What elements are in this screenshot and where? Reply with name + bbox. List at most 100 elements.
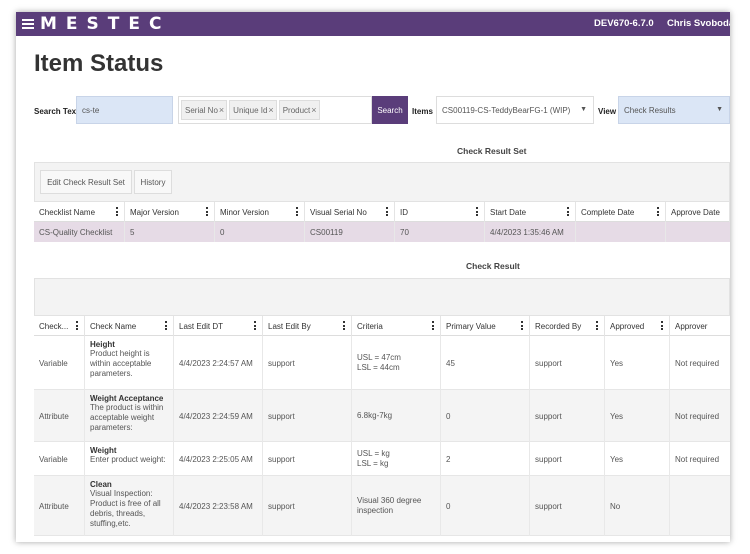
menu-icon[interactable] (22, 19, 34, 29)
check-result-header: Check... Check Name Last Edit DT Last Ed… (34, 316, 730, 336)
view-select[interactable]: Check Results ▼ (618, 96, 730, 124)
cell-recorded-by: support (530, 390, 605, 442)
search-fields-chips[interactable]: Serial No × Unique Id × Product × (178, 96, 372, 124)
chip-unique-id[interactable]: Unique Id × (229, 100, 277, 120)
column-menu-icon[interactable] (567, 207, 569, 218)
column-menu-icon[interactable] (116, 207, 118, 218)
cell-criteria: Visual 360 degree inspection (352, 476, 441, 536)
search-input[interactable]: cs-te (76, 96, 173, 124)
cell-minor-version: 0 (215, 222, 305, 242)
column-menu-icon[interactable] (657, 207, 659, 218)
col-last-edit-by[interactable]: Last Edit By (263, 316, 352, 336)
cell-check-type: Variable (34, 442, 85, 476)
col-minor-version[interactable]: Minor Version (215, 202, 305, 222)
cell-major-version: 5 (125, 222, 215, 242)
cell-last-edit-by: support (263, 336, 352, 390)
cell-approver: Not required (675, 358, 720, 368)
history-button[interactable]: History (134, 170, 172, 194)
cell-recorded-by: support (530, 336, 605, 390)
cell-approver: Not required (675, 411, 720, 421)
cell-recorded-by: support (530, 442, 605, 476)
items-select[interactable]: CS00119-CS-TeddyBearFG-1 (WIP) ▼ (436, 96, 594, 124)
col-approved[interactable]: Approved (605, 316, 670, 336)
close-icon[interactable]: × (268, 105, 274, 115)
brand-logo: MESTEC (40, 14, 171, 34)
table-row[interactable]: Variable Weight Enter product weight: 4/… (34, 442, 730, 476)
app-window: MESTEC DEV670-6.7.0 Chris Svoboda Item S… (16, 12, 730, 542)
column-menu-icon[interactable] (661, 321, 663, 332)
column-menu-icon[interactable] (596, 321, 598, 332)
view-label: View (598, 107, 617, 116)
cell-last-edit-dt: 4/4/2023 2:24:57 AM (174, 336, 263, 390)
column-menu-icon[interactable] (432, 321, 434, 332)
col-approver[interactable]: Approver (675, 321, 708, 331)
cell-check-type: Attribute (34, 476, 85, 536)
cell-last-edit-by: support (263, 476, 352, 536)
cell-approver: Not required (675, 454, 720, 464)
col-check-type[interactable]: Check... (34, 316, 85, 336)
chevron-down-icon: ▼ (580, 106, 587, 113)
column-menu-icon[interactable] (521, 321, 523, 332)
cell-approver (670, 476, 730, 536)
cell-last-edit-by: support (263, 390, 352, 442)
close-icon[interactable]: × (311, 105, 317, 115)
col-approve-date[interactable]: Approve Date (666, 202, 730, 222)
col-visual-serial-no[interactable]: Visual Serial No (305, 202, 395, 222)
cell-criteria: USL = 47cm LSL = 44cm (352, 336, 441, 390)
page-title: Item Status (34, 50, 164, 77)
chevron-down-icon: ▼ (716, 106, 723, 113)
col-last-edit-dt[interactable]: Last Edit DT (174, 316, 263, 336)
check-result-set-title: Check Result Set (457, 146, 527, 156)
column-menu-icon[interactable] (343, 321, 345, 332)
search-button[interactable]: Search (372, 96, 408, 124)
col-start-date[interactable]: Start Date (485, 202, 576, 222)
cell-visual-serial-no: CS00119 (305, 222, 395, 242)
col-recorded-by[interactable]: Recorded By (530, 316, 605, 336)
col-primary-value[interactable]: Primary Value (441, 316, 530, 336)
cell-last-edit-dt: 4/4/2023 2:24:59 AM (174, 390, 263, 442)
cell-primary-value: 45 (441, 336, 530, 390)
col-major-version[interactable]: Major Version (125, 202, 215, 222)
col-check-name[interactable]: Check Name (85, 316, 174, 336)
check-result-set-header: Checklist Name Major Version Minor Versi… (34, 202, 730, 222)
cell-approved: No (605, 476, 670, 536)
column-menu-icon[interactable] (296, 207, 298, 218)
check-result-title: Check Result (466, 261, 520, 271)
cell-approved: Yes (605, 390, 670, 442)
cell-last-edit-dt: 4/4/2023 2:25:05 AM (174, 442, 263, 476)
cell-approved: Yes (605, 442, 670, 476)
col-complete-date[interactable]: Complete Date (576, 202, 666, 222)
column-menu-icon[interactable] (165, 321, 167, 332)
table-row[interactable]: Attribute Weight Acceptance The product … (34, 390, 730, 442)
cell-primary-value: 2 (441, 442, 530, 476)
chip-serial-no[interactable]: Serial No × (181, 100, 228, 120)
chip-product[interactable]: Product × (278, 100, 320, 120)
cell-approved: Yes (605, 336, 670, 390)
cell-checklist-name: CS-Quality Checklist (34, 222, 125, 242)
cell-primary-value: 0 (441, 476, 530, 536)
close-icon[interactable]: × (218, 105, 225, 115)
cell-primary-value: 0 (441, 390, 530, 442)
col-criteria[interactable]: Criteria (352, 316, 441, 336)
table-row[interactable]: Attribute Clean Visual Inspection: Produ… (34, 476, 730, 536)
environment-label: DEV670-6.7.0 (594, 18, 654, 29)
column-menu-icon[interactable] (476, 207, 478, 218)
top-bar: MESTEC DEV670-6.7.0 Chris Svoboda (16, 12, 730, 36)
user-name[interactable]: Chris Svoboda (667, 18, 730, 29)
column-menu-icon[interactable] (386, 207, 388, 218)
check-result-toolbar (34, 278, 730, 316)
table-row[interactable]: CS-Quality Checklist 5 0 CS00119 70 4/4/… (34, 222, 730, 242)
cell-check-name: Height Product height is within acceptab… (85, 336, 174, 390)
search-text-label: Search Text (34, 107, 79, 116)
cell-last-edit-dt: 4/4/2023 2:23:58 AM (174, 476, 263, 536)
column-menu-icon[interactable] (76, 321, 78, 332)
cell-check-type: Attribute (34, 390, 85, 442)
column-menu-icon[interactable] (254, 321, 256, 332)
edit-check-result-set-button[interactable]: Edit Check Result Set (40, 170, 132, 194)
column-menu-icon[interactable] (206, 207, 208, 218)
table-row[interactable]: Variable Height Product height is within… (34, 336, 730, 390)
col-checklist-name[interactable]: Checklist Name (34, 202, 125, 222)
cell-check-name: Clean Visual Inspection: Product is free… (85, 476, 174, 536)
cell-id: 70 (395, 222, 485, 242)
col-id[interactable]: ID (395, 202, 485, 222)
